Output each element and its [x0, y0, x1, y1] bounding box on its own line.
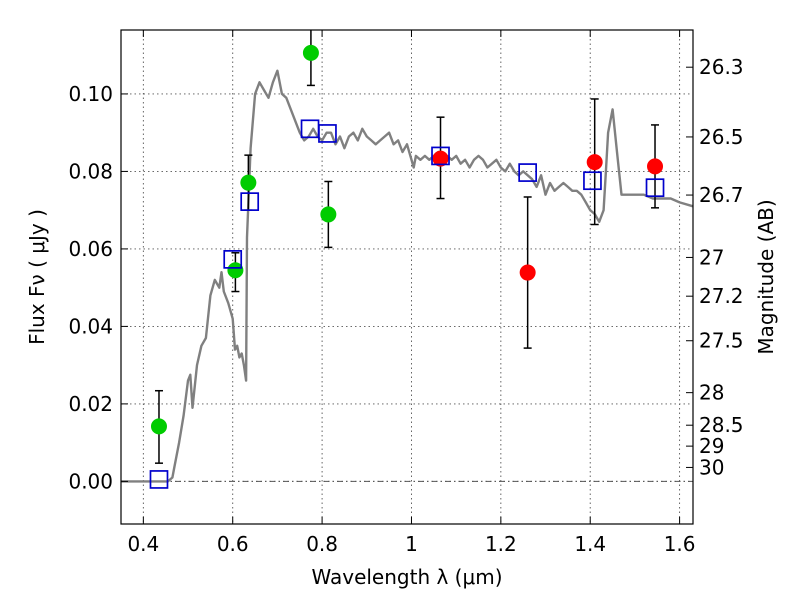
- x-tick-label: 0.8: [306, 532, 338, 556]
- axes: 0.4 0.6 0.8 1 1.2 1.4 1.6 0.00 0.02 0.04 0.06 0.08 0…: [68, 30, 744, 556]
- x-tick-label: 1.2: [485, 532, 517, 556]
- right-y-axis-label: Magnitude (AB): [754, 199, 778, 354]
- model-photometry-point: [645, 178, 665, 198]
- x-tick-label: 1: [405, 532, 418, 556]
- magnitude-tick-label: 27.2: [699, 284, 744, 308]
- y-tick-label: 0.00: [68, 469, 113, 493]
- magnitude-tick-label: 27: [699, 245, 724, 269]
- x-tick-label: 1.6: [664, 532, 696, 556]
- model-photometry-point: [240, 192, 260, 211]
- grid-lines: [121, 30, 693, 524]
- x-tick-label: 0.4: [127, 532, 159, 556]
- model-photometry-point: [518, 163, 538, 182]
- y-tick-label: 0.10: [68, 82, 113, 106]
- magnitude-tick-label: 26.7: [699, 183, 744, 207]
- x-axis-label: Wavelength λ (μm): [311, 565, 502, 589]
- model-photometry-point: [583, 171, 602, 191]
- y-axis-label: Flux Fν ( μJy ): [25, 209, 49, 345]
- sed-model-line: [121, 69, 693, 483]
- model-photometry-point: [149, 470, 169, 489]
- observed-flux-point: [227, 262, 244, 279]
- x-tick-label: 0.6: [217, 532, 249, 556]
- magnitude-tick-label: 30: [699, 455, 724, 479]
- y-tick-label: 0.04: [68, 314, 113, 338]
- observed-flux-point: [150, 418, 167, 435]
- observed-flux-point: [302, 44, 319, 61]
- observed-flux-point: [240, 174, 257, 191]
- magnitude-tick-label: 26.5: [699, 125, 744, 149]
- model-photometry-point: [223, 250, 243, 269]
- magnitude-tick-label: 29: [699, 434, 724, 458]
- model-photometry-point: [318, 124, 337, 143]
- observed-flux-point: [586, 154, 603, 171]
- clipped-series: [121, 30, 693, 483]
- observed-flux-point: [432, 150, 449, 167]
- observed-flux-point: [519, 264, 536, 281]
- magnitude-tick-label: 28: [699, 381, 724, 405]
- plot-frame: [120, 29, 694, 525]
- magnitude-tick-label: 26.3: [699, 55, 744, 79]
- x-tick-label: 1.4: [574, 532, 606, 556]
- y-tick-label: 0.08: [68, 159, 113, 183]
- observed-flux-point: [647, 158, 664, 175]
- model-photometry-point: [431, 146, 450, 166]
- plot-area: [121, 30, 693, 489]
- y-tick-label: 0.02: [68, 392, 113, 416]
- y-tick-label: 0.06: [68, 237, 113, 261]
- magnitude-tick-label: 27.5: [699, 329, 744, 353]
- observed-flux-point: [320, 206, 337, 223]
- magnitude-tick-label: 28.5: [699, 413, 744, 437]
